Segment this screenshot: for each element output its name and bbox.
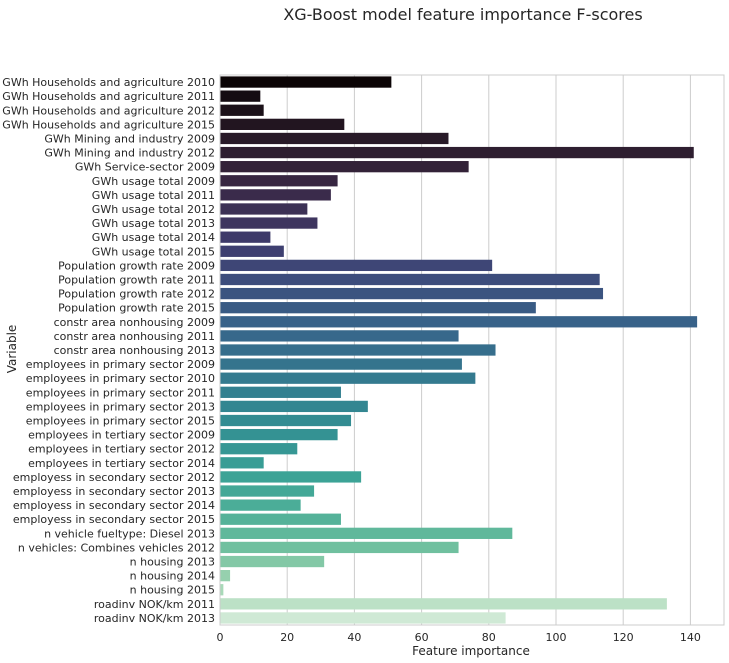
y-tick-label: Population growth rate 2015 bbox=[58, 302, 215, 315]
x-tick-label: 60 bbox=[415, 631, 429, 644]
bar bbox=[220, 598, 667, 610]
bar bbox=[220, 555, 325, 568]
y-tick-label: GWh Households and agriculture 2010 bbox=[2, 76, 215, 89]
x-tick-label: 20 bbox=[280, 631, 294, 644]
y-tick-label: GWh usage total 2012 bbox=[92, 203, 215, 216]
y-tick-label: employess in secondary sector 2014 bbox=[13, 499, 215, 512]
y-tick-label: constr area nonhousing 2009 bbox=[54, 316, 215, 329]
bar bbox=[220, 372, 476, 384]
y-tick-label: GWh Mining and industry 2009 bbox=[44, 132, 215, 145]
bar bbox=[220, 245, 284, 257]
x-tick-labels: 0 20 40 60 80 100 120 140 bbox=[217, 631, 701, 644]
bar bbox=[220, 612, 506, 624]
bar bbox=[220, 499, 301, 511]
bar bbox=[220, 189, 331, 201]
y-tick-label: GWh usage total 2013 bbox=[92, 217, 215, 230]
y-tick-label: roadinv NOK/km 2013 bbox=[94, 612, 215, 625]
bar bbox=[220, 217, 318, 229]
bar bbox=[220, 132, 449, 145]
x-tick-label: 80 bbox=[482, 631, 496, 644]
bar bbox=[220, 302, 536, 314]
x-tick-label: 120 bbox=[613, 631, 634, 644]
bar bbox=[220, 330, 459, 342]
chart-title: XG-Boost model feature importance F-scor… bbox=[283, 5, 642, 24]
bar bbox=[220, 104, 264, 116]
y-tick-label: n housing 2013 bbox=[130, 556, 215, 569]
bar bbox=[220, 471, 362, 483]
y-tick-label: GWh usage total 2009 bbox=[92, 175, 215, 188]
bar bbox=[220, 175, 338, 187]
x-tick-label: 100 bbox=[546, 631, 567, 644]
bar bbox=[220, 118, 345, 130]
y-tick-label: employees in primary sector 2015 bbox=[26, 415, 215, 428]
bar bbox=[220, 443, 298, 455]
bar bbox=[220, 400, 368, 413]
y-tick-label: n housing 2014 bbox=[130, 570, 215, 583]
y-tick-label: GWh Households and agriculture 2012 bbox=[2, 104, 215, 117]
bar bbox=[220, 570, 231, 582]
bar bbox=[220, 231, 271, 243]
bar bbox=[220, 358, 462, 370]
y-tick-label: n vehicles: Combines vehicles 2012 bbox=[18, 541, 215, 554]
bar bbox=[220, 428, 338, 441]
bar bbox=[220, 316, 698, 328]
bar bbox=[220, 457, 264, 469]
y-tick-label: employees in primary sector 2009 bbox=[26, 358, 215, 371]
bar bbox=[220, 90, 261, 102]
y-tick-label: GWh usage total 2014 bbox=[92, 231, 215, 244]
bar bbox=[220, 485, 315, 497]
y-tick-label: constr area nonhousing 2011 bbox=[54, 330, 215, 343]
bar bbox=[220, 203, 308, 215]
x-tick-label: 0 bbox=[217, 631, 224, 644]
y-tick-label: employees in primary sector 2010 bbox=[26, 372, 215, 385]
bar bbox=[220, 146, 694, 159]
bar bbox=[220, 259, 493, 272]
y-tick-label: n vehicle fueltype: Diesel 2013 bbox=[44, 527, 215, 540]
bar bbox=[220, 584, 224, 596]
y-tick-label: Population growth rate 2009 bbox=[58, 259, 215, 272]
y-tick-label: employess in secondary sector 2015 bbox=[13, 513, 215, 526]
plot-frame bbox=[219, 74, 725, 626]
y-tick-label: GWh Service-sector 2009 bbox=[75, 161, 215, 174]
y-tick-label: employess in secondary sector 2013 bbox=[13, 485, 215, 498]
bar bbox=[220, 527, 513, 539]
bar bbox=[220, 287, 604, 300]
bar bbox=[220, 344, 496, 356]
bar bbox=[220, 414, 352, 427]
y-tick-label: GWh Mining and industry 2012 bbox=[44, 147, 215, 160]
y-tick-label: employees in primary sector 2011 bbox=[26, 386, 215, 399]
bars bbox=[220, 76, 698, 624]
bar bbox=[220, 541, 459, 554]
y-tick-label: employees in tertiary sector 2009 bbox=[28, 429, 215, 442]
bar bbox=[220, 386, 341, 398]
y-tick-label: Population growth rate 2012 bbox=[58, 288, 215, 301]
y-tick-label: employees in primary sector 2013 bbox=[26, 400, 215, 413]
y-tick-label: GWh Households and agriculture 2011 bbox=[2, 90, 215, 103]
y-tick-label: employees in tertiary sector 2014 bbox=[28, 457, 215, 470]
y-tick-label: employees in tertiary sector 2012 bbox=[28, 443, 215, 456]
x-axis-title: Feature importance bbox=[412, 644, 530, 658]
y-tick-label: n housing 2015 bbox=[130, 584, 215, 597]
y-tick-label: constr area nonhousing 2013 bbox=[54, 344, 215, 357]
x-tick-label: 40 bbox=[347, 631, 361, 644]
y-tick-label: Population growth rate 2011 bbox=[58, 273, 215, 286]
x-tick-label: 140 bbox=[680, 631, 701, 644]
bar bbox=[220, 161, 469, 173]
y-tick-label: GWh usage total 2015 bbox=[92, 245, 215, 258]
y-tick-label: roadinv NOK/km 2011 bbox=[94, 598, 215, 611]
y-tick-label: GWh Households and agriculture 2015 bbox=[2, 118, 215, 131]
bar bbox=[220, 273, 600, 286]
bar bbox=[220, 76, 392, 88]
y-axis-title: Variable bbox=[5, 325, 19, 374]
y-tick-label: GWh usage total 2011 bbox=[92, 189, 215, 202]
bar bbox=[220, 513, 341, 525]
y-tick-label: employess in secondary sector 2012 bbox=[13, 471, 215, 484]
